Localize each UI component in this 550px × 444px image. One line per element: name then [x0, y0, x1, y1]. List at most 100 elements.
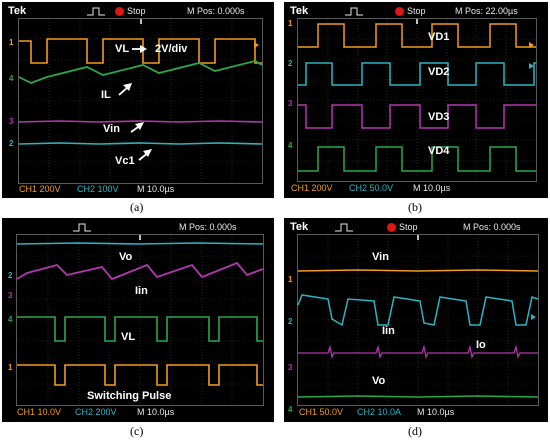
stop-indicator-icon [115, 7, 124, 16]
ch3-marker: 3 [288, 99, 293, 108]
label-vl: VL [121, 331, 136, 343]
stop-label: Stop [407, 6, 426, 16]
trigger-level-marker-icon [254, 42, 259, 48]
ch2-level-marker-icon [529, 63, 534, 69]
footer-ch1: CH1 200V [19, 184, 61, 194]
label-vo: Vo [119, 251, 133, 263]
vl-trace [17, 316, 263, 342]
ch2-marker: 2 [9, 139, 14, 148]
label-iin: Iin [382, 325, 395, 337]
label-vin: Vin [372, 251, 389, 263]
footer-ch1: CH1 200V [291, 183, 333, 193]
footer-ch1: CH1 50.0V [299, 407, 344, 417]
ch3-marker: 3 [9, 117, 14, 126]
stop-label: Stop [127, 6, 146, 16]
scope-panel-a: Tek Stop M Pos: 0.000s VL 2V/div I [2, 2, 274, 198]
scope-panel-c: M Pos: 0.000s Vo Iin VL Switching Pulse … [2, 218, 274, 422]
footer-ch2: CH2 100V [77, 184, 119, 194]
footer-ch2: CH2 10.0A [357, 407, 402, 417]
trigger-icon [87, 7, 105, 16]
waveform-area [297, 235, 539, 405]
ch1-marker: 1 [9, 38, 14, 47]
caption-d: (d) [408, 424, 422, 438]
il-trace [18, 60, 263, 84]
scope-screen: Vo Iin VL Switching Pulse [16, 234, 264, 406]
iin-trace [297, 294, 539, 327]
footer-timebase: M 10.0µs [137, 184, 175, 194]
footer-timebase: M 10.0µs [413, 183, 451, 193]
stop-label: Stop [399, 222, 418, 232]
footer-ch2: CH2 50.0V [349, 183, 394, 193]
label-vin: Vin [103, 123, 120, 135]
iin-trace [16, 261, 264, 281]
arrow-vin-head [135, 122, 144, 130]
m-pos-readout: M Pos: 0.000s [179, 222, 237, 232]
vd2-trace [298, 62, 536, 86]
ch2-marker: 2 [288, 59, 293, 68]
vd1-trace [298, 23, 536, 48]
arrow-il-head [123, 83, 132, 91]
switching-pulse-trace [17, 364, 263, 386]
label-vc1: Vc1 [115, 155, 135, 167]
label-switching-pulse: Switching Pulse [87, 390, 172, 402]
vc1-trace [18, 142, 263, 145]
label-vl: VL [115, 43, 130, 55]
stop-indicator-icon [387, 223, 396, 232]
label-il: IL [101, 89, 111, 101]
scope-screen: VD1 VD2 VD3 VD4 [297, 18, 537, 182]
footer-timebase: M 10.0µs [417, 407, 455, 417]
vo-trace [16, 242, 264, 245]
vin-trace [297, 269, 539, 272]
ch4-marker: 4 [8, 315, 13, 324]
label-vd3: VD3 [428, 111, 450, 123]
vd3-trace [298, 104, 536, 129]
waveform-area [18, 19, 263, 183]
ch4-marker: 4 [9, 74, 14, 83]
stop-indicator-icon [395, 7, 404, 16]
caption-c: (c) [130, 424, 144, 438]
vin-trace [18, 120, 263, 123]
vo-trace [297, 395, 539, 398]
trigger-icon [335, 223, 353, 232]
ch1-marker: 1 [288, 275, 293, 284]
waveform-area [298, 19, 536, 181]
trigger-level-marker-icon [529, 42, 534, 48]
m-pos-readout: M Pos: 22.00µs [455, 6, 518, 16]
ch4-marker: 4 [288, 141, 293, 150]
scope-panel-d: Tek Stop M Pos: 0.000s Vin Iin Io Vo 1 2… [284, 218, 548, 422]
tek-logo: Tek [290, 221, 309, 233]
ch2-marker: 2 [288, 317, 293, 326]
ch1-marker: 1 [8, 363, 13, 372]
label-2v-div: 2V/div [155, 43, 188, 55]
tek-logo: Tek [290, 5, 309, 17]
ch2-level-marker-icon [531, 314, 536, 320]
vd4-trace [298, 146, 536, 172]
footer-timebase: M 10.0µs [137, 407, 175, 417]
ch3-marker: 3 [8, 291, 13, 300]
io-trace [298, 344, 538, 359]
arrow-vl-head [140, 45, 147, 53]
footer-ch2: CH2 200V [75, 407, 117, 417]
label-vo: Vo [372, 375, 386, 387]
label-vd1: VD1 [428, 31, 450, 43]
m-pos-readout: M Pos: 0.000s [463, 222, 521, 232]
ch4-marker: 4 [288, 405, 293, 414]
trigger-icon [345, 7, 363, 16]
scope-screen: VL 2V/div IL Vin Vc1 [18, 18, 263, 184]
label-io: Io [476, 339, 486, 351]
scope-screen: Vin Iin Io Vo [297, 234, 539, 406]
ch2-marker: 2 [8, 271, 13, 280]
m-pos-readout: M Pos: 0.000s [187, 6, 245, 16]
tek-logo: Tek [8, 5, 27, 17]
waveform-area [16, 235, 264, 405]
label-vd4: VD4 [428, 145, 450, 157]
caption-b: (b) [408, 200, 422, 214]
ch3-marker: 3 [288, 363, 293, 372]
trigger-icon [73, 223, 91, 232]
label-vd2: VD2 [428, 66, 450, 78]
label-iin: Iin [135, 285, 148, 297]
caption-a: (a) [130, 200, 144, 214]
footer-ch1: CH1 10.0V [17, 407, 62, 417]
scope-panel-b: Tek Stop M Pos: 22.00µs VD1 VD2 VD3 VD4 … [284, 2, 548, 198]
arrow-vc1-head [143, 149, 152, 157]
